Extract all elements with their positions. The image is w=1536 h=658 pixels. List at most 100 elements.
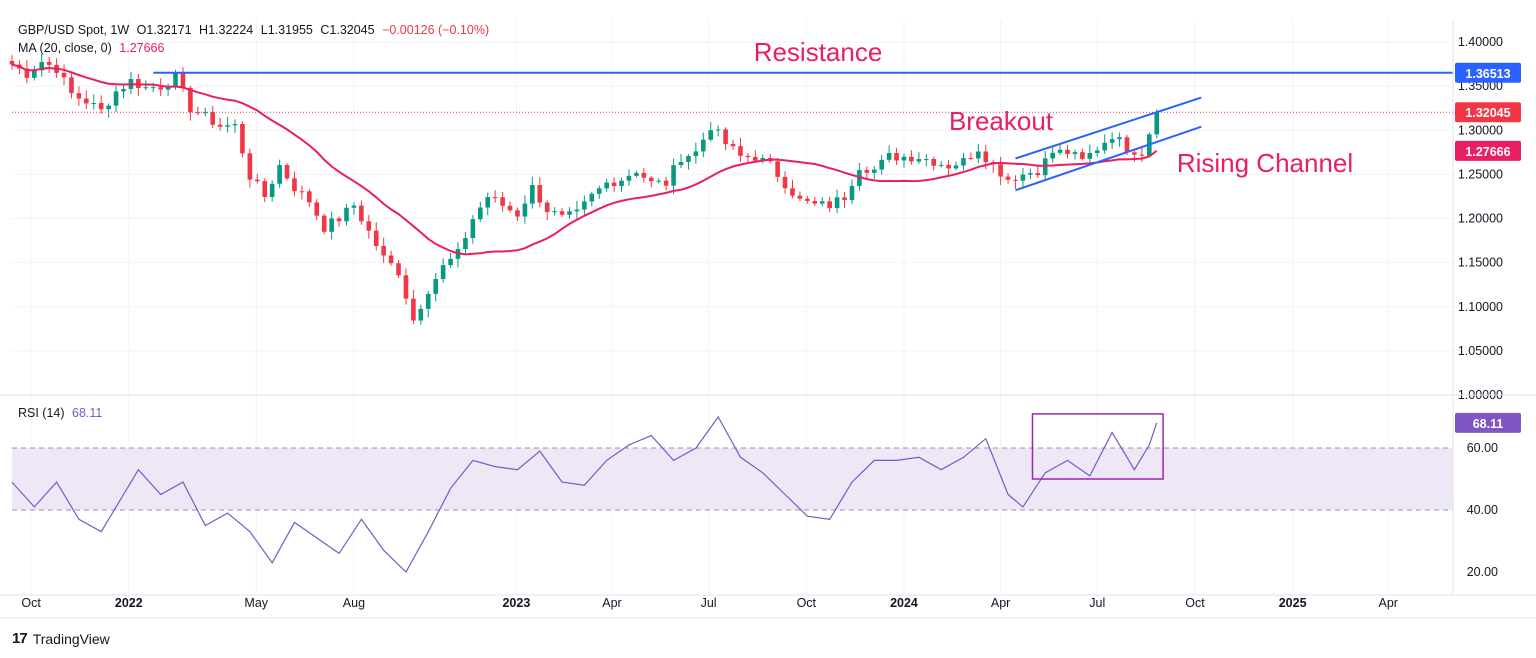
ma-price-badge-bg (1455, 140, 1521, 161)
time-tick-label: 2024 (890, 596, 918, 610)
change-value: −0.00126 (−0.10%) (382, 23, 490, 37)
candle-body (552, 211, 557, 213)
candle-body (946, 164, 951, 169)
candle-body (834, 197, 840, 209)
time-tick-label: Oct (1185, 596, 1205, 610)
candle-body (91, 103, 97, 105)
tradingview-logo-icon: 17 (12, 630, 28, 647)
candle-body (269, 183, 275, 198)
candle-body (292, 178, 297, 192)
axes: 1.400001.350001.300001.250001.200001.150… (0, 20, 1536, 619)
candle-body (381, 246, 386, 256)
candle-body (998, 164, 1003, 177)
candle-body (1102, 142, 1108, 151)
last-price-badge-bg (1455, 102, 1521, 123)
candle-body (217, 124, 223, 127)
candle-body (1050, 152, 1055, 159)
ma-legend: MA (20, close, 0) 1.27666 (18, 41, 168, 55)
candle-body (1109, 139, 1115, 143)
candle-body (641, 172, 647, 178)
candle-body (596, 188, 602, 194)
rsi-label: RSI (14) (18, 406, 65, 420)
candle-body (158, 87, 163, 90)
rsi-tick-label: 40.00 (1467, 503, 1498, 517)
candle-body (515, 210, 520, 217)
candle-body (492, 197, 498, 199)
candle-body (700, 139, 706, 152)
candle-body (232, 124, 238, 126)
candle-body (84, 98, 89, 104)
candle-body (1154, 112, 1160, 135)
candle-body (98, 103, 104, 110)
candle-body (180, 72, 186, 88)
candle-body (604, 182, 609, 189)
candle-body (477, 207, 483, 220)
low-value: L1.31955 (260, 23, 313, 37)
candle-body (240, 124, 245, 154)
candle-body (1139, 154, 1145, 156)
candle-body (842, 197, 847, 200)
candle-body (485, 197, 491, 208)
candle-body (195, 112, 201, 114)
candle-body (1132, 152, 1137, 155)
candle-body (923, 159, 929, 161)
candle-body (61, 72, 67, 78)
candle-body (366, 221, 372, 231)
candle-body (812, 200, 818, 204)
candles (9, 53, 1160, 325)
rsi-line-path (11, 415, 1158, 573)
time-tick-label: Oct (797, 596, 817, 610)
price-tick-label: 1.30000 (1458, 123, 1503, 137)
candle-body (247, 153, 253, 180)
candle-body (150, 87, 156, 89)
candle-body (321, 215, 327, 232)
rsi-band-fill (12, 448, 1453, 510)
candle-body (359, 205, 364, 222)
candle-body (589, 193, 595, 202)
candle-body (849, 185, 855, 200)
ma-value: 1.27666 (119, 41, 165, 55)
candle-body (871, 169, 877, 173)
candle-body (121, 88, 126, 92)
candle-body (760, 158, 766, 161)
time-tick-label: May (244, 596, 268, 610)
candle-body (46, 62, 52, 65)
candle-body (284, 165, 290, 179)
candle-body (1124, 137, 1130, 153)
resistance-price-badge: 1.36513 (1465, 67, 1510, 81)
time-tick-label: Jul (701, 596, 717, 610)
candle-body (648, 177, 654, 182)
price-badges: 1.36513 1.32045 1.27666 68.11 (1455, 62, 1521, 433)
close-value: C1.32045 (320, 23, 375, 37)
candle-body (656, 180, 662, 182)
candle-body (507, 205, 513, 211)
candle-body (775, 161, 780, 177)
annotation-resistance: Resistance (754, 37, 883, 67)
candle-body (113, 91, 119, 106)
candle-body (165, 86, 171, 90)
price-tick-label: 1.10000 (1458, 300, 1503, 314)
candle-body (344, 207, 349, 222)
time-tick-label: Jul (1089, 596, 1105, 610)
candle-body (433, 278, 439, 294)
candle-body (1035, 173, 1041, 176)
candle-body (723, 129, 728, 144)
candle-body (500, 197, 505, 206)
candle-body (448, 258, 453, 266)
candle-body (968, 158, 974, 160)
candle-body (403, 275, 409, 299)
candle-body (790, 188, 795, 196)
ma-label: MA (20, close, 0) (18, 41, 112, 55)
candle-body (544, 202, 550, 213)
candle-body (1087, 153, 1093, 159)
candle-body (916, 159, 922, 162)
candle-body (730, 143, 736, 147)
rsi-line (11, 413, 1164, 573)
candle-body (567, 211, 572, 215)
rsi-legend: RSI (14) 68.11 (18, 406, 106, 420)
candle-body (210, 112, 216, 125)
candle-body (827, 201, 832, 209)
candle-body (901, 156, 907, 161)
candle-body (351, 205, 357, 208)
